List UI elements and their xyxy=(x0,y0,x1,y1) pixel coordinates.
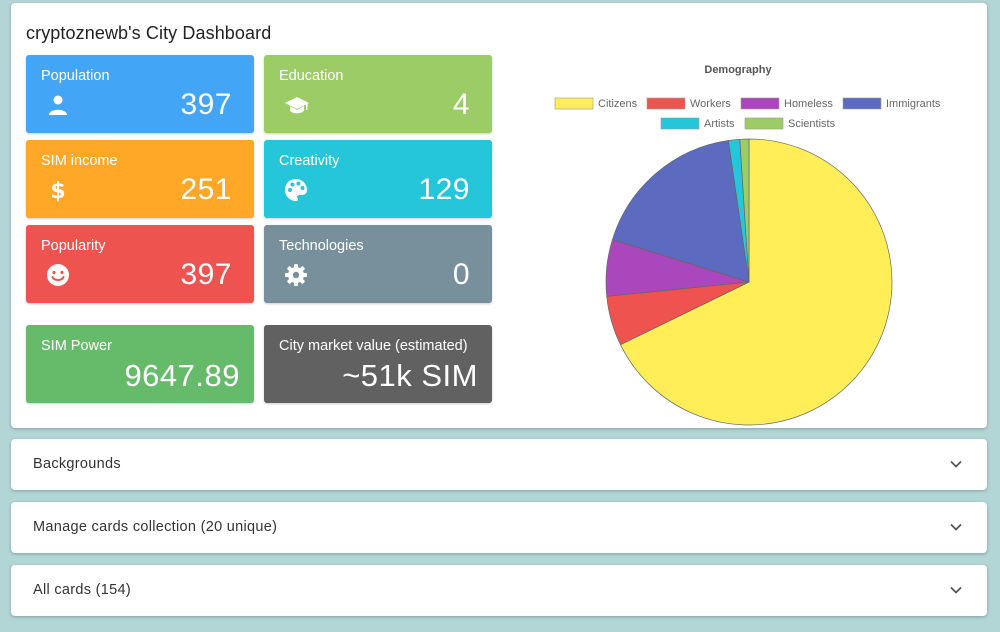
sim-income-tile: SIM income $ 251 xyxy=(26,140,254,218)
all-cards-section[interactable]: All cards (154) xyxy=(11,565,987,616)
pie-slice-immigrants[interactable] xyxy=(612,140,750,283)
tile-value: ~51k SIM xyxy=(342,358,478,393)
pie xyxy=(605,138,893,426)
legend-swatch[interactable] xyxy=(554,97,594,110)
technologies-tile: Technologies 0 xyxy=(264,225,492,303)
legend-swatch[interactable] xyxy=(660,117,700,130)
svg-text:$: $ xyxy=(50,179,65,202)
tile-label: Education xyxy=(279,68,344,84)
legend-label[interactable]: Workers xyxy=(690,98,731,110)
legend-label[interactable]: Citizens xyxy=(598,98,638,110)
tile-value: 251 xyxy=(180,173,232,206)
tile-value: 0 xyxy=(452,258,470,291)
tile-value: 397 xyxy=(180,258,232,291)
dollar-icon: $ xyxy=(50,179,65,202)
pie-slice-scientists[interactable] xyxy=(739,138,750,283)
section-title: Backgrounds xyxy=(33,456,121,472)
legend-swatch[interactable] xyxy=(744,117,784,130)
person-icon xyxy=(49,95,67,115)
tile-label: City market value (estimated) xyxy=(279,338,468,354)
tile-value: 9647.89 xyxy=(124,358,240,393)
manage-cards-section[interactable]: Manage cards collection (20 unique) xyxy=(11,502,987,553)
demography-chart: Demography Citizens Workers Homeless Immigr… xyxy=(554,64,941,426)
tile-label: Popularity xyxy=(41,238,106,254)
population-tile: Population 397 xyxy=(26,55,254,133)
tile-value: 397 xyxy=(180,88,232,121)
market-value-tile: City market value (estimated) ~51k SIM xyxy=(264,325,492,403)
legend-label[interactable]: Scientists xyxy=(788,118,836,130)
legend-label[interactable]: Artists xyxy=(704,118,735,130)
popularity-tile: Popularity 397 xyxy=(26,225,254,303)
tile-value: 4 xyxy=(452,88,470,121)
legend-swatch[interactable] xyxy=(740,97,780,110)
legend-swatch[interactable] xyxy=(646,97,686,110)
education-tile: Education 4 xyxy=(264,55,492,133)
tile-label: SIM Power xyxy=(41,338,112,354)
legend-label[interactable]: Immigrants xyxy=(886,98,941,110)
chart-title: Demography xyxy=(704,64,772,76)
chart-legend: Citizens Workers Homeless Immigrants Artists… xyxy=(554,97,941,130)
pie-slice-citizens[interactable] xyxy=(620,138,893,426)
tile-label: SIM income xyxy=(41,153,118,169)
graduation-cap-icon xyxy=(285,97,309,114)
section-title: Manage cards collection (20 unique) xyxy=(33,519,278,535)
sim-power-tile: SIM Power 9647.89 xyxy=(26,325,254,403)
dashboard-panel: cryptoznewb's City Dashboard Population … xyxy=(11,3,987,428)
tile-label: Population xyxy=(41,68,110,84)
gear-icon xyxy=(285,264,307,286)
palette-icon xyxy=(285,179,307,201)
backgrounds-section[interactable]: Backgrounds xyxy=(11,439,987,490)
tile-value: 129 xyxy=(418,173,470,206)
legend-swatch[interactable] xyxy=(842,97,882,110)
smiley-icon xyxy=(47,264,69,286)
chevron-down-icon[interactable] xyxy=(949,457,963,471)
tile-label: Technologies xyxy=(279,238,364,254)
chevron-down-icon[interactable] xyxy=(949,583,963,597)
tile-label: Creativity xyxy=(279,153,340,169)
section-title: All cards (154) xyxy=(33,582,131,598)
chevron-down-icon[interactable] xyxy=(949,520,963,534)
page-title: cryptoznewb's City Dashboard xyxy=(26,23,272,43)
creativity-tile: Creativity 129 xyxy=(264,140,492,218)
legend-label[interactable]: Homeless xyxy=(784,98,833,110)
